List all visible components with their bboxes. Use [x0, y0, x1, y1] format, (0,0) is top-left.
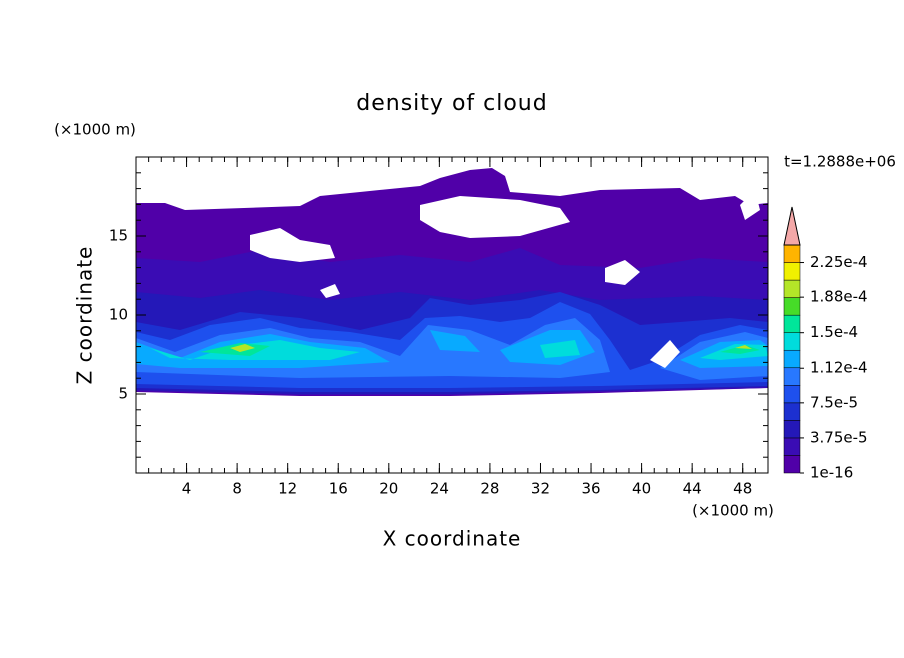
x-tick-label: 40: [632, 480, 651, 498]
y-unit: (×1000 m): [54, 121, 136, 139]
colorbar-swatch: [783, 367, 801, 386]
x-tick-label: 24: [430, 480, 449, 498]
x-tick-label: 12: [278, 480, 297, 498]
colorbar-tick-label: 7.5e-5: [810, 393, 858, 411]
x-tick-label: 32: [531, 480, 550, 498]
chart-title: density of cloud: [356, 91, 547, 116]
x-axis-label: X coordinate: [383, 527, 522, 551]
y-tick-label: 15: [109, 227, 128, 245]
colorbar-swatch: [783, 402, 801, 421]
x-tick-label: 4: [182, 480, 192, 498]
colorbar-extension: [783, 206, 801, 246]
colorbar-tick-label: 1.88e-4: [810, 288, 868, 306]
colorbar-swatch: [783, 455, 801, 474]
colorbar-swatch: [783, 437, 801, 456]
time-label: t=1.2888e+06: [784, 153, 896, 171]
colorbar-swatch: [783, 262, 801, 281]
colorbar-tick-label: 1e-16: [810, 464, 853, 482]
colorbar-tick-label: 2.25e-4: [810, 253, 868, 271]
colorbar-swatch: [783, 279, 801, 298]
y-tick-label: 10: [109, 306, 128, 324]
x-tick-label: 36: [581, 480, 600, 498]
y-axis-label: Z coordinate: [73, 246, 97, 385]
x-unit: (×1000 m): [692, 502, 774, 520]
colorbar-tick-label: 1.12e-4: [810, 359, 868, 377]
x-tick-label: 28: [480, 480, 499, 498]
colorbar-tick-label: 1.5e-4: [810, 323, 858, 341]
cloud-gap: [250, 190, 760, 368]
x-tick-label: 44: [683, 480, 702, 498]
y-tick-label: 5: [118, 385, 128, 403]
x-tick-label: 48: [733, 480, 752, 498]
x-tick-label: 8: [232, 480, 242, 498]
x-tick-label: 20: [379, 480, 398, 498]
colorbar-tick-label: 3.75e-5: [810, 428, 868, 446]
contour-region: [150, 340, 768, 360]
contour-field: [136, 168, 768, 396]
colorbar-swatch: [783, 297, 801, 316]
colorbar-swatch: [783, 332, 801, 351]
colorbar-swatch: [783, 349, 801, 369]
colorbar-swatch: [783, 244, 801, 263]
colorbar-swatch: [783, 314, 801, 333]
colorbar-swatch: [783, 385, 801, 404]
colorbar-swatch: [783, 420, 801, 439]
x-tick-label: 16: [329, 480, 348, 498]
